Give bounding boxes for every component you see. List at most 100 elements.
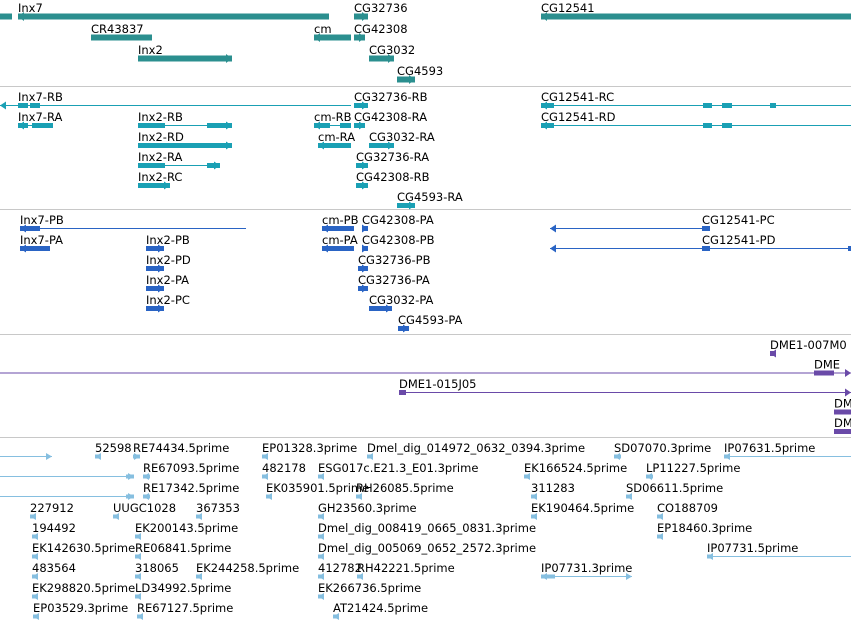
feature-unlabeled-0[interactable] (0, 453, 52, 460)
feature-cg4593-9[interactable]: CG4593 (397, 64, 443, 84)
feature-482178-9[interactable]: 482178 (262, 461, 306, 480)
feature-sd07070-3prime-5[interactable]: SD07070.3prime (614, 441, 711, 460)
feature-re67093-5prime-8[interactable]: RE67093.5prime (143, 461, 239, 480)
feature-ek266736-5prime-41[interactable]: EK266736.5prime (318, 581, 421, 600)
feature-dme1-007m0-0[interactable]: DME1-007M0 (770, 338, 847, 358)
feature-cg12541-pd-8[interactable]: CG12541-PD (550, 233, 851, 253)
feature-inx7-1[interactable]: Inx7 (18, 1, 329, 21)
feature-cm-5[interactable]: cm (314, 22, 351, 42)
feature-367353-21[interactable]: 367353 (196, 501, 240, 520)
feature-cg42308-rb-14[interactable]: CG42308-RB (356, 170, 430, 190)
feature-label: Inx2 (138, 43, 163, 57)
feature-52598-1[interactable]: 52598 (95, 441, 132, 460)
feature-ek298820-5prime-39[interactable]: EK298820.5prime (32, 581, 135, 600)
feature-uugc1028-20[interactable]: UUGC1028 (113, 501, 176, 520)
feature-lp11227-5prime-12[interactable]: LP11227.5prime (646, 461, 740, 480)
feature-cg3032-pa-14[interactable]: CG3032-PA (369, 293, 434, 313)
feature-cg32736-ra-12[interactable]: CG32736-RA (356, 150, 429, 170)
feature-cg32736-rb-1[interactable]: CG32736-RB (354, 90, 428, 110)
feature-ek200143-5prime-26[interactable]: EK200143.5prime (135, 521, 238, 540)
feature-inx7-pb-0[interactable]: Inx7-PB (20, 213, 246, 233)
feature-cg4593-pa-15[interactable]: CG4593-PA (398, 313, 463, 333)
feature-inx2-7[interactable]: Inx2 (138, 43, 232, 63)
feature-318065-34[interactable]: 318065 (135, 561, 179, 580)
feature-412782-36[interactable]: 412782 (318, 561, 362, 580)
feature-ip07731-3prime-38[interactable]: IP07731.3prime (541, 561, 632, 580)
exon-block (138, 183, 170, 188)
feature-cm-pb-1[interactable]: cm-PB (322, 213, 359, 233)
feature-cg32736-pa-12[interactable]: CG32736-PA (358, 273, 430, 293)
feature-re06841-5prime-30[interactable]: RE06841.5prime (135, 541, 231, 560)
feature-cg42308-pa-2[interactable]: CG42308-PA (362, 213, 434, 233)
feature-ek142630-5prime-29[interactable]: EK142630.5prime (32, 541, 135, 560)
feature-cg32736-2[interactable]: CG32736 (354, 1, 408, 21)
feature-unlabeled-7[interactable] (0, 473, 134, 480)
feature-at21424-5prime-44[interactable]: AT21424.5prime (333, 601, 428, 620)
feature-re17342-5prime-14[interactable]: RE17342.5prime (143, 481, 239, 500)
feature-inx2-rd-8[interactable]: Inx2-RD (138, 130, 232, 150)
feature-inx2-pb-5[interactable]: Inx2-PB (146, 233, 190, 253)
feature-inx2-pa-11[interactable]: Inx2-PA (146, 273, 189, 293)
feature-dm-4[interactable]: DM (834, 416, 851, 434)
feature-dmel-dig-005069-0652-2572-3prime-31[interactable]: Dmel_dig_005069_0652_2572.3prime (318, 541, 536, 560)
feature-dme1-015j05-2[interactable]: DME1-015J05 (399, 377, 851, 397)
feature-ep01328-3prime-3[interactable]: EP01328.3prime (262, 441, 357, 460)
feature-ek190464-5prime-23[interactable]: EK190464.5prime (531, 501, 634, 520)
feature-rh26085-5prime-16[interactable]: RH26085.5prime (356, 481, 454, 500)
feature-cm-ra-9[interactable]: cm-RA (318, 130, 355, 150)
feature-inx2-rc-13[interactable]: Inx2-RC (138, 170, 182, 190)
feature-cm-pa-6[interactable]: cm-PA (322, 233, 358, 253)
feature-unlabeled-0[interactable] (0, 13, 12, 20)
feature-483564-33[interactable]: 483564 (32, 561, 76, 580)
feature-cg12541-3[interactable]: CG12541 (541, 1, 851, 21)
strand-arrow-right-icon (128, 473, 134, 480)
feature-dmel-dig-008419-0665-0831-3prime-27[interactable]: Dmel_dig_008419_0665_0831.3prime (318, 521, 536, 540)
feature-227912-19[interactable]: 227912 (30, 501, 74, 520)
feature-dm-3[interactable]: DM (834, 397, 851, 415)
feature-label: 482178 (262, 461, 306, 475)
feature-esg017c-e21-3-e01-3prime-10[interactable]: ESG017c.E21.3_E01.3prime (318, 461, 478, 480)
feature-inx2-rb-4[interactable]: Inx2-RB (138, 110, 232, 130)
feature-inx7-ra-3[interactable]: Inx7-RA (18, 110, 62, 130)
feature-cr43837-4[interactable]: CR43837 (91, 22, 152, 41)
feature-ep03529-3prime-42[interactable]: EP03529.3prime (33, 601, 128, 620)
feature-ip07731-5prime-32[interactable]: IP07731.5prime (707, 541, 851, 560)
feature-cg12541-pc-3[interactable]: CG12541-PC (550, 213, 775, 233)
feature-311283-17[interactable]: 311283 (531, 481, 575, 500)
strand-arrow-right-icon (226, 141, 232, 150)
feature-cg3032-ra-10[interactable]: CG3032-RA (369, 130, 435, 150)
feature-cg42308-pb-7[interactable]: CG42308-PB (362, 233, 435, 253)
feature-inx7-pa-4[interactable]: Inx7-PA (20, 233, 63, 253)
feature-ek166524-5prime-11[interactable]: EK166524.5prime (524, 461, 627, 480)
feature-cg3032-8[interactable]: CG3032 (369, 43, 415, 63)
feature-ek035901-5prime-15[interactable]: EK035901.5prime (266, 481, 369, 500)
feature-cg42308-ra-6[interactable]: CG42308-RA (354, 110, 427, 130)
feature-inx2-ra-11[interactable]: Inx2-RA (138, 150, 220, 170)
feature-rh42221-5prime-37[interactable]: RH42221.5prime (357, 561, 455, 580)
feature-co188709-24[interactable]: CO188709 (657, 501, 718, 520)
feature-194492-25[interactable]: 194492 (32, 521, 76, 540)
feature-inx7-rb-0[interactable]: Inx7-RB (0, 90, 351, 110)
feature-cg42308-6[interactable]: CG42308 (354, 22, 408, 42)
feature-dme-1[interactable]: DME (0, 358, 851, 378)
feature-label: 483564 (32, 561, 76, 575)
feature-sd06611-5prime-18[interactable]: SD06611.5prime (626, 481, 723, 500)
feature-cg4593-ra-15[interactable]: CG4593-RA (397, 190, 463, 210)
feature-cg12541-rc-2[interactable]: CG12541-RC (541, 90, 851, 110)
feature-inx2-pc-13[interactable]: Inx2-PC (146, 293, 190, 313)
feature-re67127-5prime-43[interactable]: RE67127.5prime (137, 601, 233, 620)
feature-ip07631-5prime-6[interactable]: IP07631.5prime (724, 441, 851, 460)
feature-gh23560-3prime-22[interactable]: GH23560.3prime (318, 501, 417, 520)
feature-ep18460-3prime-28[interactable]: EP18460.3prime (657, 521, 752, 540)
feature-inx2-pd-9[interactable]: Inx2-PD (146, 253, 191, 273)
feature-re74434-5prime-2[interactable]: RE74434.5prime (133, 441, 229, 460)
feature-dmel-dig-014972-0632-0394-3prime-4[interactable]: Dmel_dig_014972_0632_0394.3prime (367, 441, 585, 460)
feature-ek244258-5prime-35[interactable]: EK244258.5prime (196, 561, 299, 580)
feature-ld34992-5prime-40[interactable]: LD34992.5prime (135, 581, 231, 600)
feature-cm-rb-5[interactable]: cm-RB (314, 110, 352, 130)
feature-cg32736-pb-10[interactable]: CG32736-PB (358, 253, 431, 273)
feature-cg12541-rd-7[interactable]: CG12541-RD (541, 110, 851, 130)
feature-unlabeled-13[interactable] (0, 493, 134, 500)
exon-block (848, 246, 851, 251)
